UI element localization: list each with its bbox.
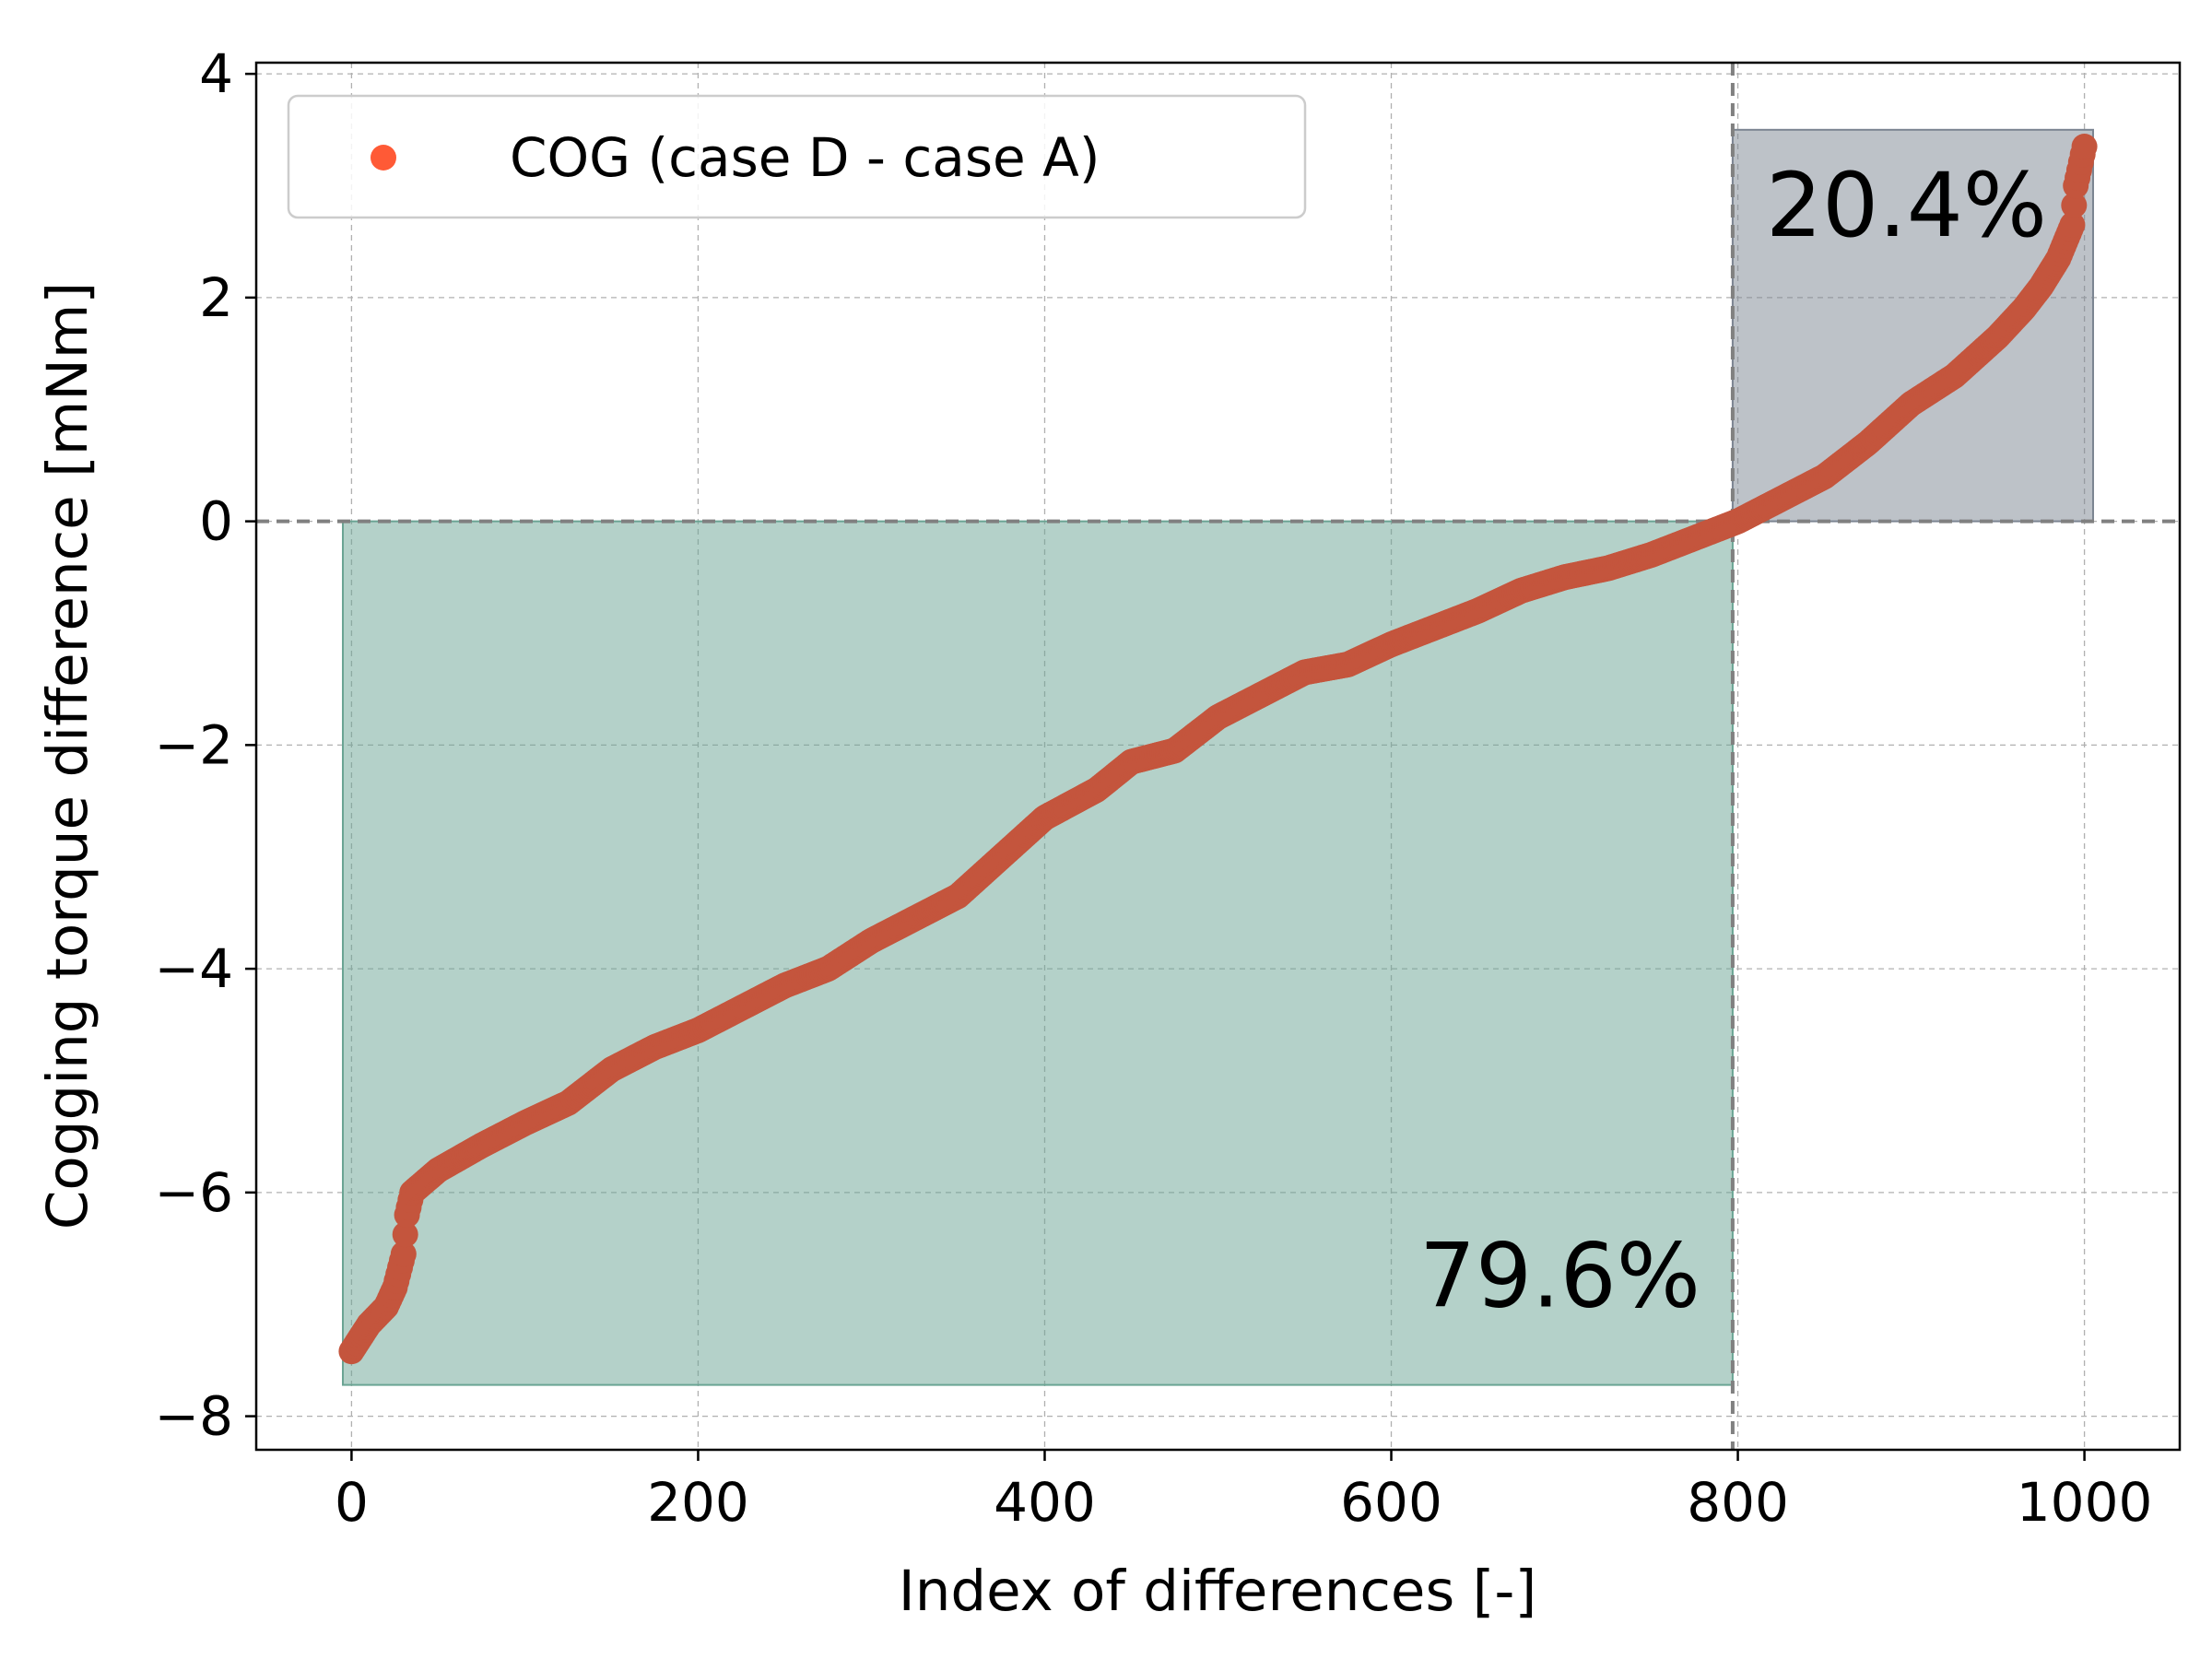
data-point [2059, 211, 2086, 238]
x-tick-label: 400 [994, 1471, 1096, 1534]
y-axis-label: Cogging torque difference [mNm] [35, 282, 100, 1230]
legend-marker [371, 145, 396, 171]
data-point [392, 1221, 418, 1248]
y-tick-label: −2 [155, 713, 234, 776]
legend-box [287, 94, 1307, 219]
x-axis-label: Index of differences [-] [899, 1559, 1537, 1624]
data-point [2071, 134, 2098, 160]
y-tick-label: −6 [155, 1161, 234, 1224]
x-axis-ticks: 0 200 400 600 800 1000 [335, 1450, 2152, 1534]
x-tick-label: 600 [1340, 1471, 1442, 1534]
region-annotations: 79.6% 20.4% [1419, 154, 2047, 1328]
region-label-positive: 20.4% [1766, 154, 2047, 257]
legend-label: COG (case D - case A) [510, 126, 1100, 189]
region-0 [342, 520, 1734, 1386]
data-points [338, 134, 2098, 1365]
x-tick-label: 200 [647, 1471, 749, 1534]
x-tick-label: 800 [1687, 1471, 1789, 1534]
reference-lines [256, 63, 2180, 1450]
region-label-negative: 79.6% [1419, 1225, 1700, 1328]
y-tick-label: −4 [155, 937, 234, 1000]
y-tick-label: −8 [155, 1385, 234, 1448]
region-1 [1731, 128, 2094, 523]
legend: COG (case D - case A) [287, 94, 1307, 219]
x-tick-label: 1000 [2017, 1471, 2153, 1534]
data-point [390, 1241, 417, 1267]
plot-frame [254, 61, 2182, 1452]
y-tick-label: 2 [199, 266, 233, 329]
data-point [2061, 192, 2088, 218]
y-axis-ticks: 4 2 0 −2 −4 −6 −8 [155, 42, 256, 1448]
shaded-regions [342, 128, 2094, 1386]
y-tick-label: 0 [199, 490, 233, 553]
y-tick-label: 4 [199, 42, 233, 105]
x-tick-label: 0 [335, 1471, 369, 1534]
